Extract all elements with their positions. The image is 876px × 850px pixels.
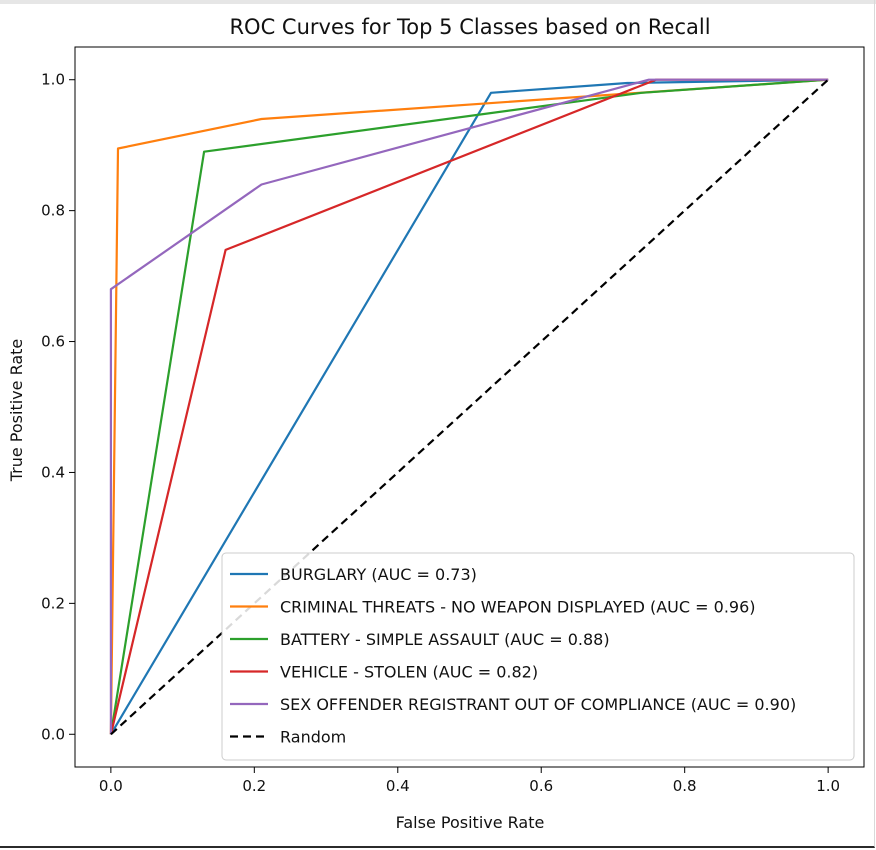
- x-tick-label: 0.8: [673, 777, 697, 795]
- legend-entry-label: SEX OFFENDER REGISTRANT OUT OF COMPLIANC…: [280, 695, 796, 714]
- x-tick-label: 1.0: [816, 777, 840, 795]
- roc-curve-series-3: [109, 78, 829, 735]
- roc-curve-series-5: [109, 78, 829, 735]
- y-tick-label: 0.0: [41, 725, 65, 743]
- roc-curves: [109, 78, 829, 736]
- y-tick-label: 0.4: [41, 463, 65, 481]
- legend-entry-label: BURGLARY (AUC = 0.73): [280, 565, 477, 584]
- legend: BURGLARY (AUC = 0.73) CRIMINAL THREATS - …: [221, 552, 855, 761]
- y-axis-ticks: 0.0 0.2 0.4 0.6 0.8 1.0: [41, 71, 75, 743]
- x-tick-label: 0.0: [99, 777, 123, 795]
- y-tick-label: 1.0: [41, 71, 65, 89]
- y-tick-label: 0.8: [41, 202, 65, 220]
- legend-entry-label: CRIMINAL THREATS - NO WEAPON DISPLAYED (…: [280, 598, 756, 617]
- roc-curve-series-1: [109, 78, 829, 735]
- window-top-strip: [0, 0, 876, 4]
- y-tick-label: 0.2: [41, 594, 65, 612]
- roc-curve-series-2: [109, 78, 829, 735]
- legend-entry-label: Random: [280, 728, 346, 747]
- x-axis-label: False Positive Rate: [396, 813, 545, 832]
- plot-area-frame: [74, 46, 865, 768]
- y-axis-label: True Positive Rate: [7, 339, 26, 483]
- chart-title: ROC Curves for Top 5 Classes based on Re…: [229, 15, 710, 39]
- legend-box: [221, 552, 855, 761]
- y-tick-label: 0.6: [41, 333, 65, 351]
- x-tick-label: 0.2: [242, 777, 266, 795]
- x-axis-ticks: 0.0 0.2 0.4 0.6 0.8 1.0: [99, 767, 840, 795]
- x-tick-label: 0.6: [529, 777, 553, 795]
- legend-entry-label: VEHICLE - STOLEN (AUC = 0.82): [280, 663, 538, 682]
- legend-entry-label: BATTERY - SIMPLE ASSAULT (AUC = 0.88): [280, 630, 610, 649]
- x-tick-label: 0.4: [386, 777, 410, 795]
